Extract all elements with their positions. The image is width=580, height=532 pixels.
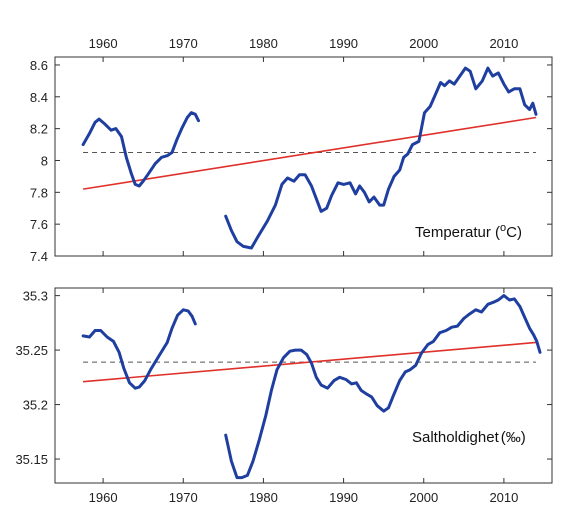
x-tick-label: 1990	[329, 490, 358, 505]
x-tick-label: 1970	[169, 490, 198, 505]
panel-label-text: Temperatur (	[415, 224, 500, 241]
x-tick-label: 1980	[249, 36, 278, 51]
series-line-segment-2	[224, 66, 538, 250]
x-tick-label: 2010	[489, 36, 518, 51]
x-tick-label: 1960	[89, 36, 118, 51]
x-tick-label: 1990	[329, 36, 358, 51]
trend-line	[82, 116, 537, 190]
series-line-segment-1	[81, 308, 197, 390]
y-tick-label: 8.6	[30, 58, 48, 73]
plot-frame	[54, 287, 553, 484]
series-line-segment-1	[81, 111, 200, 188]
panel-label-unit: (‰)	[501, 429, 526, 446]
x-tick-label: 1960	[89, 490, 118, 505]
y-tick-label: 35.3	[23, 289, 48, 304]
panel-label: Saltholdighet (‰)	[412, 429, 526, 446]
salinity-panel: 1960 1970 1980 1990 2000 2010 35.15 35.2 35.25 35…	[15, 287, 553, 505]
y-tick-label: 7.6	[30, 217, 48, 232]
y-tick-label: 35.25	[15, 343, 48, 358]
y-tick-label: 7.8	[30, 185, 48, 200]
panel-label-unit: C)	[506, 224, 522, 241]
plot-frame	[54, 56, 553, 257]
series-line-segment-2	[224, 294, 542, 480]
x-tick-label: 2000	[409, 36, 438, 51]
y-tick-label: 7.4	[30, 249, 48, 264]
panel-label: Temperatur (oC)	[415, 222, 522, 241]
y-tick-label: 8.4	[30, 90, 48, 105]
x-tick-label: 1980	[249, 490, 278, 505]
y-tick-label: 35.2	[23, 398, 48, 413]
x-tick-label: 1970	[169, 36, 198, 51]
x-tick-label: 2000	[409, 490, 438, 505]
temperature-panel: 1960 1970 1980 1990 2000 2010 7.4 7.6 7.8 8 8.2 8.4…	[30, 36, 553, 264]
y-tick-label: 8	[41, 153, 48, 168]
y-tick-label: 8.2	[30, 122, 48, 137]
panel-label-text: Saltholdighet	[412, 429, 500, 446]
x-tick-label: 2010	[489, 490, 518, 505]
panel-label-superscript: o	[500, 222, 506, 234]
y-tick-label: 35.15	[15, 452, 48, 467]
